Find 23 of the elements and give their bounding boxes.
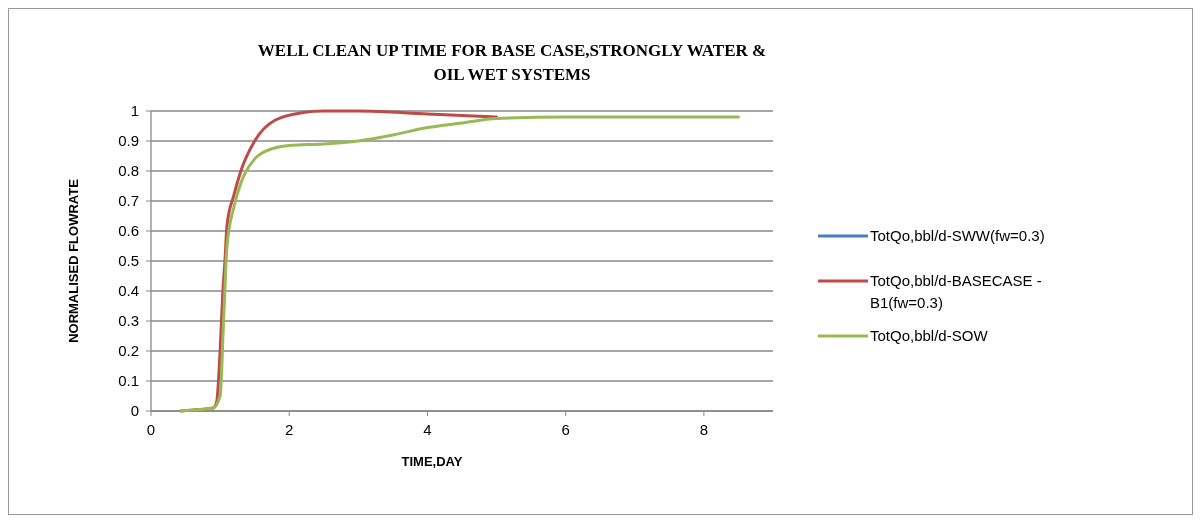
y-axis-title: NORMALISED FLOWRATE <box>66 178 81 343</box>
y-tick-label: 0.6 <box>118 222 139 239</box>
y-tick-label: 0.4 <box>118 282 139 299</box>
y-tick-label: 0.2 <box>118 342 139 359</box>
legend-label: TotQo,bbl/d-SWW(fw=0.3) <box>870 227 1045 244</box>
y-tick-label: 0.5 <box>118 252 139 269</box>
y-tick-label: 0 <box>130 402 139 419</box>
x-tick-label: 0 <box>146 421 156 438</box>
x-tick-label: 4 <box>423 421 432 438</box>
line-series <box>179 115 740 413</box>
y-tick-label: 0.9 <box>118 132 139 149</box>
y-tick-label: 0.7 <box>118 192 139 209</box>
x-tick-label: 8 <box>699 421 709 438</box>
legend-label: TotQo,bbl/d-BASECASE - B1(fw=0.3) <box>870 272 1042 311</box>
x-tick-label: 6 <box>561 421 570 438</box>
y-tick-label: 0.3 <box>118 312 139 329</box>
y-tick-label: 0.1 <box>118 372 139 389</box>
legend-label: TotQo,bbl/d-SOW <box>870 327 989 344</box>
x-tick-label: 2 <box>285 421 294 438</box>
chart-title: WELL CLEAN UP TIME FOR BASE CASE,STRONGLY WATER & OIL WET SYSTEMS <box>257 41 767 84</box>
y-tick-label: 1 <box>130 102 139 119</box>
x-axis-title: TIME,DAY <box>401 454 463 469</box>
y-tick-label: 0.8 <box>118 162 139 179</box>
